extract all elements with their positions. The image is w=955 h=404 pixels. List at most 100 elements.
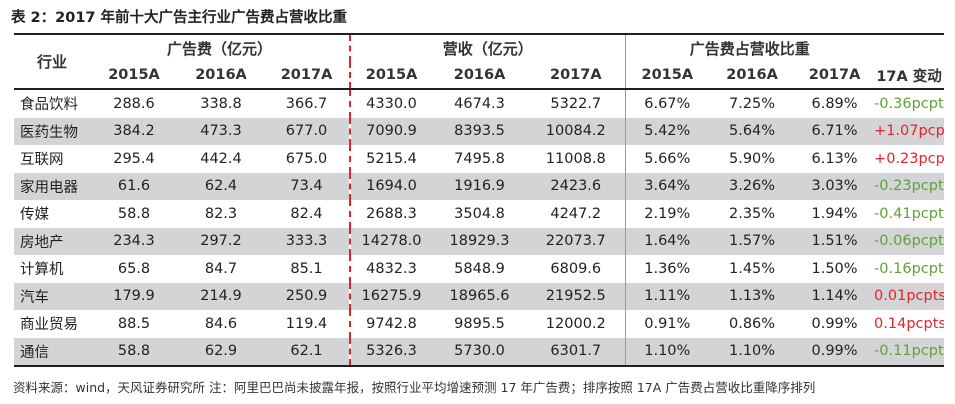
revenue-cell: 8393.5 [432, 117, 528, 145]
industry-cell: 医药生物 [14, 117, 90, 145]
change-cell: -0.06pcpts [874, 227, 945, 255]
industry-cell: 家用电器 [14, 172, 90, 200]
change-cell: +0.23pcpts [874, 150, 945, 167]
ratio-cell: 0.99% [795, 337, 875, 367]
adspend-cell: 295.4 [113, 150, 155, 167]
ratio-cell: 1.14% [795, 282, 875, 310]
adspend-cell: 234.3 [90, 227, 178, 255]
footnote: 资料来源：wind，天风证券研究所 注：阿里巴巴尚未披露年报，按照行业平均增速预… [13, 380, 816, 395]
ratio-cell: 1.51% [795, 227, 875, 255]
revenue-cell: 5215.4 [366, 150, 417, 167]
adspend-cell: 73.4 [264, 172, 352, 200]
adspend-cell: 88.5 [117, 315, 151, 332]
change-cell: -0.41pcpts [874, 205, 945, 222]
adspend-cell: 85.1 [264, 255, 352, 283]
adspend-cell: 338.8 [200, 95, 242, 112]
header-year: 2016A [432, 62, 528, 90]
ratio-cell: 6.89% [811, 95, 858, 112]
revenue-cell: 6301.7 [527, 337, 626, 367]
ratio-cell: 3.64% [625, 172, 710, 200]
revenue-cell: 5848.9 [454, 260, 505, 277]
table-row: 食品饮料 288.6 338.8 366.7 4330.0 4674.3 5322.7 6.6… [14, 89, 944, 118]
ratio-cell: 3.26% [709, 172, 796, 200]
revenue-cell: 11008.8 [527, 145, 626, 173]
revenue-cell: 5322.7 [527, 89, 626, 118]
ratio-cell: 5.42% [625, 117, 710, 145]
ratio-cell: 0.99% [811, 315, 858, 332]
adspend-cell: 82.4 [264, 200, 352, 228]
ratio-cell: 7.25% [729, 95, 776, 112]
ratio-cell: 1.57% [709, 227, 796, 255]
ratio-cell: 1.10% [625, 337, 710, 367]
ratio-cell: 1.45% [729, 260, 776, 277]
ratio-cell: 6.71% [795, 117, 875, 145]
revenue-cell: 4330.0 [366, 95, 417, 112]
adspend-cell: 288.6 [113, 95, 155, 112]
header-year: 2017A [795, 62, 875, 90]
header-change: 17A 变动 [874, 62, 945, 90]
header-group-adspend: 广告费（亿元） [90, 34, 352, 62]
table-row: 商业贸易 88.5 84.6 119.4 9742.8 9895.5 12000.2 0.91… [14, 310, 944, 338]
ratio-cell: 1.13% [709, 282, 796, 310]
industry-cell: 房地产 [14, 227, 90, 255]
ad-revenue-table: 行业 广告费（亿元） 营收（亿元） 广告费占营收比重 2015A 2016A 2… [14, 33, 945, 367]
revenue-cell: 4674.3 [454, 95, 505, 112]
table-row: 家用电器 61.6 62.4 73.4 1694.0 1916.9 2423.6 3.64% 3… [14, 172, 945, 200]
industry-cell: 计算机 [20, 262, 64, 279]
ratio-cell: 2.35% [729, 205, 776, 222]
adspend-cell: 61.6 [90, 172, 178, 200]
adspend-cell: 58.8 [117, 205, 151, 222]
ratio-cell: 3.03% [795, 172, 875, 200]
revenue-cell: 10084.2 [527, 117, 626, 145]
revenue-cell: 7495.8 [454, 150, 505, 167]
adspend-cell: 84.7 [204, 260, 238, 277]
revenue-cell: 1694.0 [350, 172, 433, 200]
revenue-cell: 2423.6 [527, 172, 626, 200]
industry-cell: 食品饮料 [20, 97, 78, 114]
adspend-cell: 179.9 [90, 282, 178, 310]
revenue-cell: 9895.5 [454, 315, 505, 332]
change-cell: -0.36pcpts [874, 95, 945, 112]
header-row-groups: 行业 广告费（亿元） 营收（亿元） 广告费占营收比重 [14, 34, 945, 90]
revenue-cell: 4247.2 [527, 200, 626, 228]
ratio-cell: 1.50% [811, 260, 858, 277]
revenue-cell: 9742.8 [366, 315, 417, 332]
header-year: 2017A [527, 62, 626, 90]
header-year: 2016A [709, 62, 796, 90]
table-title: 表 2：2017 年前十大广告主行业广告费占营收比重 [11, 10, 348, 26]
change-cell: +1.07pcpts [874, 117, 945, 145]
revenue-cell: 18965.6 [432, 282, 528, 310]
adspend-cell: 62.4 [178, 172, 264, 200]
table-row: 通信 58.8 62.9 62.1 5326.3 5730.0 6301.7 1.10% 1.1… [14, 337, 945, 367]
ratio-cell: 6.13% [811, 150, 858, 167]
change-cell: -0.16pcpts [874, 260, 945, 277]
adspend-cell: 675.0 [264, 145, 352, 173]
revenue-cell: 7090.9 [350, 117, 433, 145]
revenue-cell: 4832.3 [366, 260, 417, 277]
adspend-cell: 62.9 [178, 337, 264, 367]
change-cell: 0.14pcpts [874, 315, 945, 332]
adspend-cell: 82.3 [204, 205, 238, 222]
industry-cell: 互联网 [20, 152, 64, 169]
revenue-cell: 3504.8 [454, 205, 505, 222]
ratio-cell: 6.67% [644, 95, 691, 112]
adspend-cell: 119.4 [264, 310, 352, 338]
adspend-cell: 297.2 [178, 227, 264, 255]
table-row: 计算机 65.8 84.7 85.1 4832.3 5848.9 6809.6 1.36% 1.… [14, 255, 944, 283]
revenue-cell: 1916.9 [432, 172, 528, 200]
revenue-cell: 18929.3 [432, 227, 528, 255]
header-year: 2015A [350, 62, 433, 90]
ratio-cell: 1.36% [644, 260, 691, 277]
ratio-cell: 0.91% [644, 315, 691, 332]
ratio-cell: 1.10% [709, 337, 796, 367]
header-year: 2016A [178, 62, 264, 90]
ratio-cell: 1.11% [625, 282, 710, 310]
adspend-cell: 250.9 [264, 282, 352, 310]
industry-cell: 传媒 [20, 207, 49, 224]
ratio-cell: 5.66% [644, 150, 691, 167]
ratio-cell: 5.64% [709, 117, 796, 145]
adspend-cell: 84.6 [204, 315, 238, 332]
header-row-years: 2015A 2016A 2017A 2015A 2016A 2017A 2015… [14, 62, 945, 90]
adspend-cell: 58.8 [90, 337, 178, 367]
industry-cell: 商业贸易 [20, 317, 78, 334]
